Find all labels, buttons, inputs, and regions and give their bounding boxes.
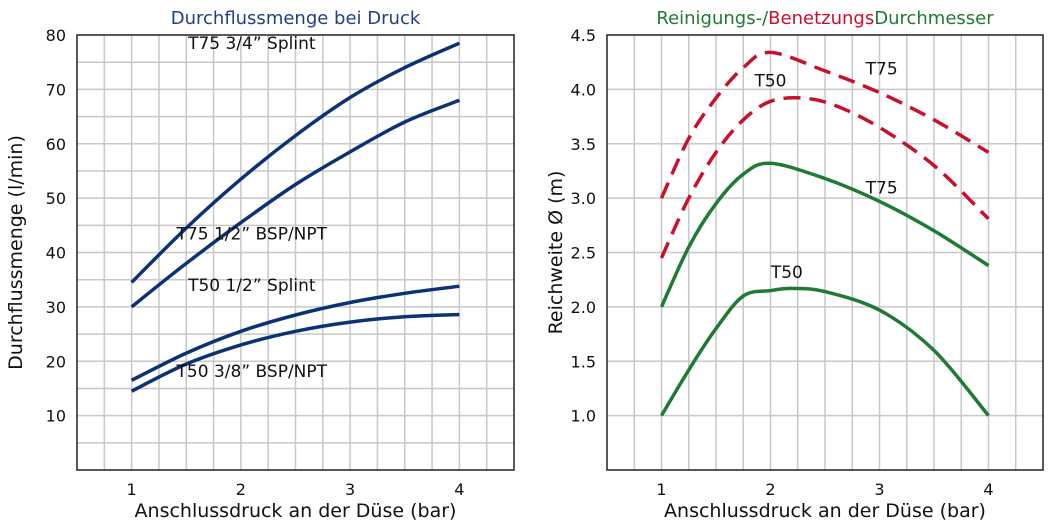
y-tick-label: 1.5 — [571, 352, 596, 371]
y-tick-label: 20 — [46, 352, 66, 371]
y-tick-label: 2.0 — [571, 298, 596, 317]
y-tick-label: 70 — [46, 80, 66, 99]
series-label: T75 — [865, 178, 898, 198]
series-line — [659, 161, 990, 308]
series-line — [130, 98, 461, 309]
series-label: T75 — [865, 60, 898, 80]
y-tick-label: 30 — [46, 298, 66, 317]
x-axis-label: Anschlussdruck an der Düse (bar) — [135, 500, 457, 522]
x-tick-label: 2 — [765, 480, 775, 499]
y-axis-label: Durchflussmenge (l/min) — [5, 135, 27, 370]
series-label: T75 3/4” Splint — [187, 34, 316, 54]
series-label: T50 3/8” BSP/NPT — [176, 362, 328, 382]
y-tick-label: 60 — [46, 135, 66, 154]
chart-title-part: Durchmesser — [874, 8, 994, 29]
y-tick-label: 4.0 — [571, 80, 596, 99]
series-line — [659, 50, 990, 199]
y-tick-label: 4.5 — [571, 26, 596, 45]
x-tick-label: 2 — [236, 480, 246, 499]
y-tick-label: 1.0 — [571, 407, 596, 426]
series-label: T50 — [770, 263, 803, 283]
series-label: T75 1/2” BSP/NPT — [176, 224, 328, 244]
chart-panel-1: 1 2 3 4 10 20 30 40 50 60 70 80 Anschlussdruck an de… — [5, 8, 515, 522]
chart-title: Durchflussmenge bei Druck — [171, 8, 421, 29]
y-axis-label: Reichweite Ø (m) — [545, 171, 567, 335]
x-tick-label: 4 — [983, 480, 993, 499]
plot-frame — [76, 34, 515, 471]
x-tick-label: 4 — [454, 480, 464, 499]
y-tick-label: 80 — [46, 26, 66, 45]
series-label: T50 — [753, 72, 786, 92]
x-tick-label: 1 — [127, 480, 137, 499]
chart-title: Reinigungs-/BenetzungsDurchmesser — [656, 8, 994, 29]
series-line — [659, 96, 990, 259]
y-tick-label: 50 — [46, 189, 66, 208]
series-line — [130, 284, 460, 382]
chart-panel-2: 1 2 3 4 1.0 1.5 2.0 2.5 3.0 3.5 4.0 4.5 Anschlussdru… — [545, 8, 1044, 522]
chart-title-part: Reinigungs-/ — [656, 8, 769, 29]
series-label: T50 1/2” Splint — [187, 276, 316, 296]
x-tick-label: 1 — [656, 480, 666, 499]
y-tick-label: 3.5 — [571, 135, 596, 154]
chart-title-part: Benetzungs — [768, 8, 874, 29]
series-line — [659, 286, 990, 417]
series-line — [130, 312, 460, 393]
x-axis-label: Anschlussdruck an der Düse (bar) — [664, 500, 986, 522]
y-tick-label: 2.5 — [571, 244, 596, 263]
x-tick-label: 3 — [345, 480, 355, 499]
y-tick-label: 40 — [46, 244, 66, 263]
x-tick-label: 3 — [874, 480, 884, 499]
y-tick-label: 3.0 — [571, 189, 596, 208]
plot-frame — [606, 34, 1044, 471]
y-tick-label: 10 — [46, 407, 66, 426]
series-line — [130, 41, 461, 284]
